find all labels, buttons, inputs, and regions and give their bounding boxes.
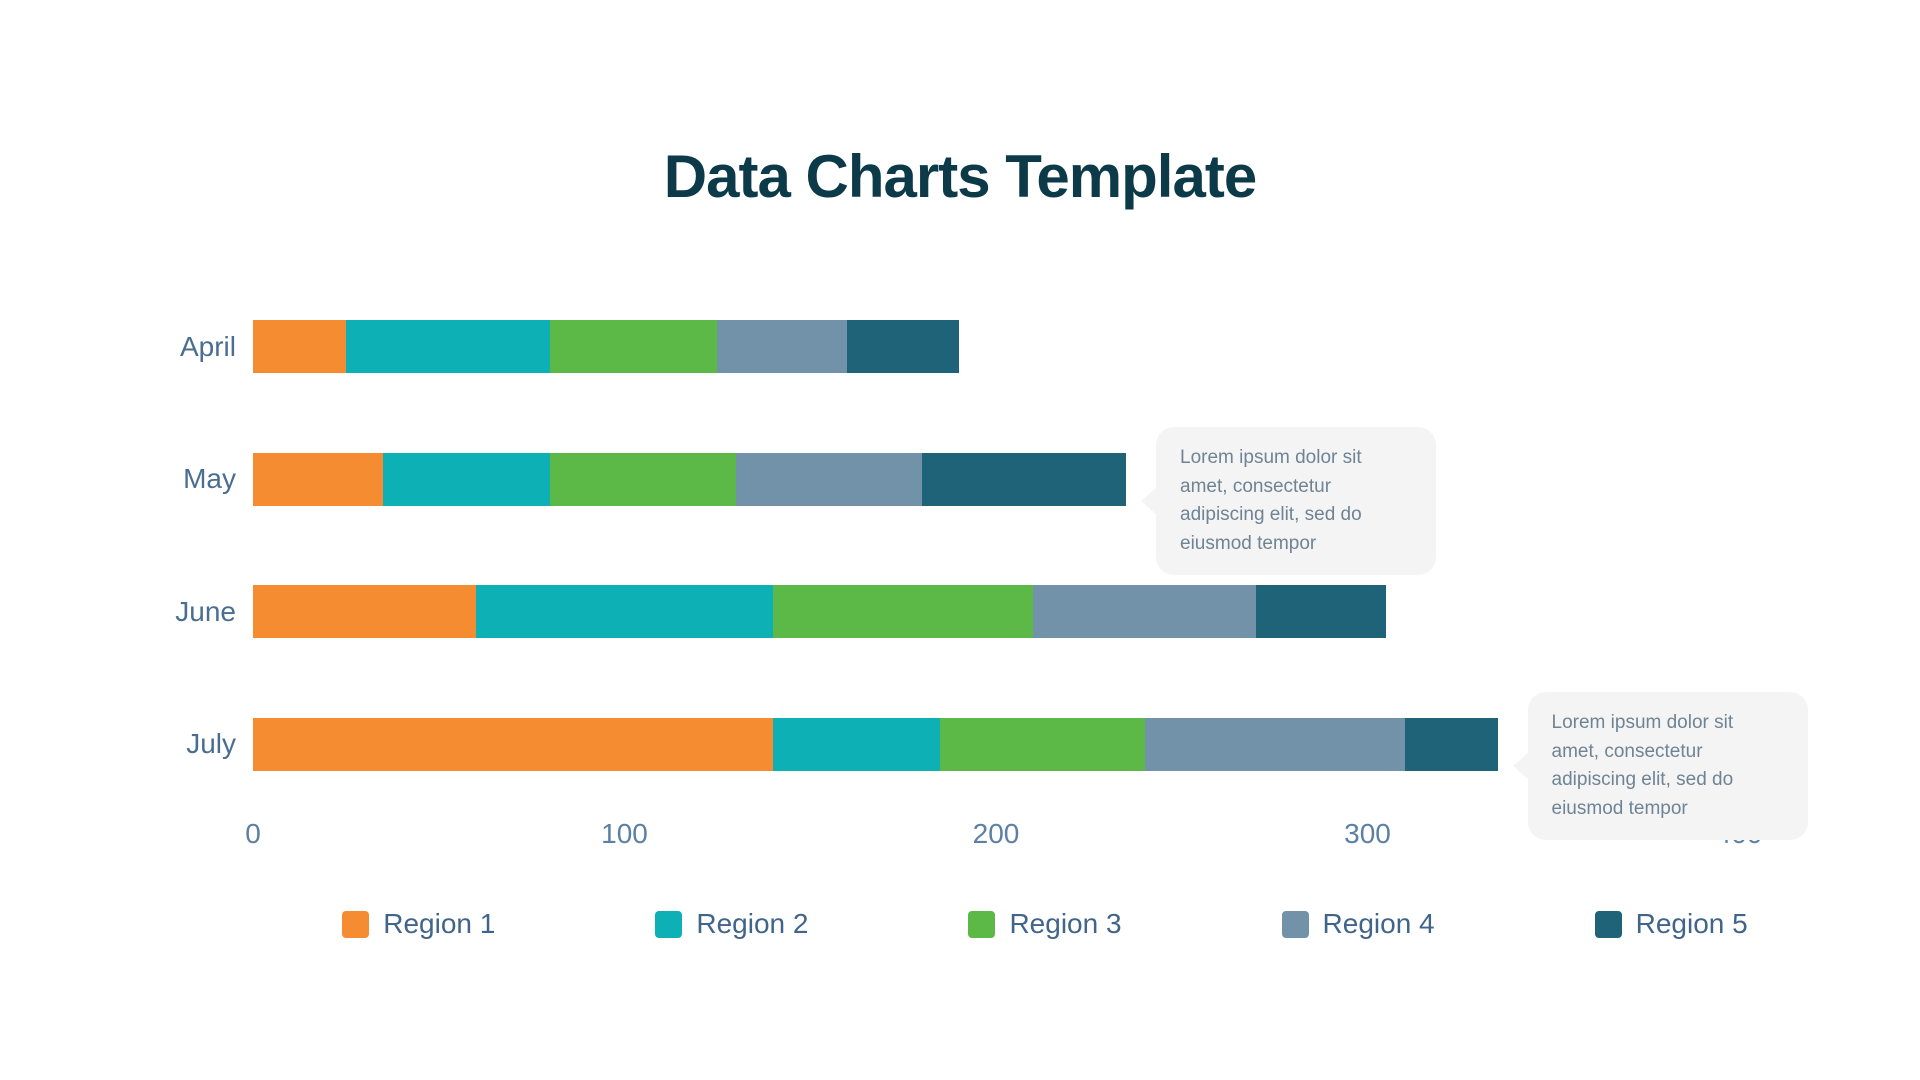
category-label: April: [179, 330, 236, 362]
stacked-bar: [253, 585, 1387, 638]
bar-segment-region-5: [921, 452, 1126, 506]
bar-segment-region-5: [1256, 585, 1387, 638]
legend-swatch-icon: [1594, 910, 1622, 938]
chart-legend: Region 1 Region 2 Region 3 Region 4 Region 5: [85, 908, 1920, 940]
category-label: May: [183, 463, 236, 494]
legend-swatch-icon: [655, 910, 683, 938]
bar-segment-region-3: [550, 320, 718, 373]
bar-row: June: [0, 585, 1387, 638]
stacked-bar: [253, 452, 1126, 506]
x-tick-label: 300: [1344, 818, 1391, 849]
legend-item-region-1: Region 1: [342, 908, 495, 940]
legend-item-region-3: Region 3: [968, 908, 1122, 940]
bar-segment-region-3: [773, 585, 1034, 638]
legend-swatch-icon: [342, 910, 370, 938]
bar-segment-region-3: [550, 452, 736, 506]
bar-segment-region-1: [253, 320, 346, 373]
legend-label: Region 5: [1635, 908, 1748, 939]
x-tick-label: 200: [972, 818, 1020, 849]
bar-row: April: [0, 320, 959, 373]
bar-segment-region-2: [475, 585, 774, 638]
bar-segment-region-2: [383, 452, 551, 506]
bar-segment-region-2: [773, 717, 941, 771]
bar-row: July: [0, 717, 1498, 771]
category-label: July: [186, 728, 236, 759]
bar-segment-region-1: [253, 585, 476, 638]
bar-segment-region-4: [1144, 717, 1405, 771]
legend-swatch-icon: [968, 910, 996, 938]
legend-label: Region 4: [1322, 908, 1435, 939]
x-tick-label: 100: [601, 818, 648, 849]
page-title: Data Charts Template: [663, 143, 1257, 210]
legend-item-region-4: Region 4: [1281, 908, 1435, 940]
legend-label: Region 1: [383, 908, 496, 939]
category-label: June: [175, 595, 236, 627]
bar-segment-region-3: [940, 717, 1145, 771]
tooltip-july: Lorem ipsum dolor sit amet, consectetur …: [1527, 692, 1808, 840]
bar-segment-region-5: [847, 320, 959, 373]
legend-swatch-icon: [1281, 910, 1309, 938]
legend-label: Region 3: [1009, 908, 1122, 939]
bar-segment-region-5: [1404, 717, 1498, 771]
x-tick-label: 0: [245, 818, 261, 849]
legend-item-region-5: Region 5: [1594, 908, 1748, 940]
stacked-bar: [253, 717, 1498, 771]
legend-item-region-2: Region 2: [655, 908, 808, 940]
bar-row: May: [0, 452, 1126, 506]
stacked-bar: [253, 320, 959, 373]
bar-segment-region-4: [717, 320, 848, 373]
tooltip-may: Lorem ipsum dolor sit amet, consectetur …: [1156, 427, 1437, 575]
bar-segment-region-1: [253, 717, 774, 771]
bar-segment-region-4: [1033, 585, 1257, 638]
bar-segment-region-1: [253, 452, 384, 506]
legend-label: Region 2: [696, 908, 809, 939]
bar-segment-region-4: [735, 452, 922, 506]
bar-segment-region-2: [345, 320, 551, 373]
